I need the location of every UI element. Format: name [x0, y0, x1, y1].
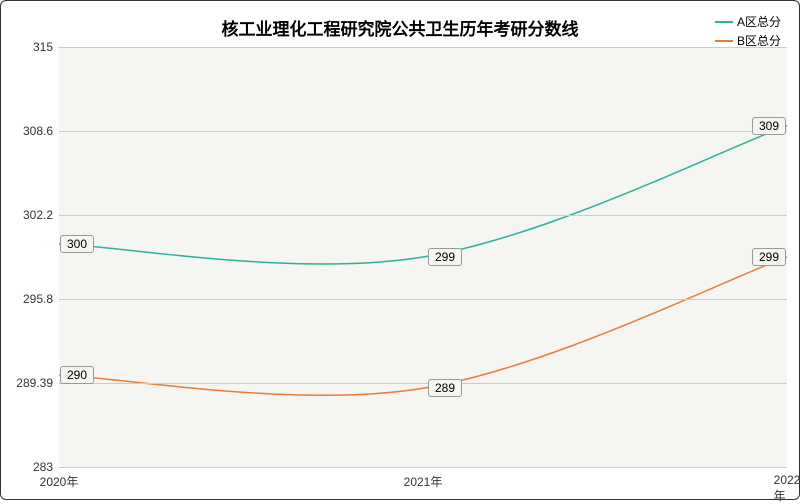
- gridline: [59, 131, 787, 132]
- x-tick-label: 2021年: [404, 467, 443, 490]
- y-tick-label: 289.39: [16, 376, 59, 390]
- chart-container: 核工业理化工程研究院公共卫生历年考研分数线 A区总分 B区总分 283289.3…: [0, 0, 800, 500]
- point-label: 289: [428, 379, 462, 397]
- legend-swatch-b: [715, 40, 733, 42]
- point-label: 309: [752, 117, 786, 135]
- y-tick-label: 308.6: [23, 124, 59, 138]
- point-label: 299: [752, 248, 786, 266]
- y-tick-label: 302.2: [23, 208, 59, 222]
- y-tick-label: 315: [33, 40, 59, 54]
- x-tick-label: 2020年: [40, 467, 79, 490]
- series-line: [59, 126, 787, 264]
- gridline: [59, 299, 787, 300]
- legend-label-a: A区总分: [737, 13, 781, 30]
- legend: A区总分 B区总分: [715, 13, 781, 51]
- point-label: 299: [428, 248, 462, 266]
- y-tick-label: 295.8: [23, 292, 59, 306]
- series-line: [59, 257, 787, 395]
- plot-area: 283289.39295.8302.2308.63152020年2021年202…: [59, 47, 787, 467]
- point-label: 300: [60, 235, 94, 253]
- legend-item-a: A区总分: [715, 13, 781, 30]
- x-tick-label: 2022年: [774, 467, 800, 504]
- chart-svg: [59, 47, 787, 467]
- gridline: [59, 383, 787, 384]
- gridline: [59, 47, 787, 48]
- gridline: [59, 215, 787, 216]
- chart-title: 核工业理化工程研究院公共卫生历年考研分数线: [222, 15, 579, 40]
- point-label: 290: [60, 366, 94, 384]
- legend-swatch-a: [715, 21, 733, 23]
